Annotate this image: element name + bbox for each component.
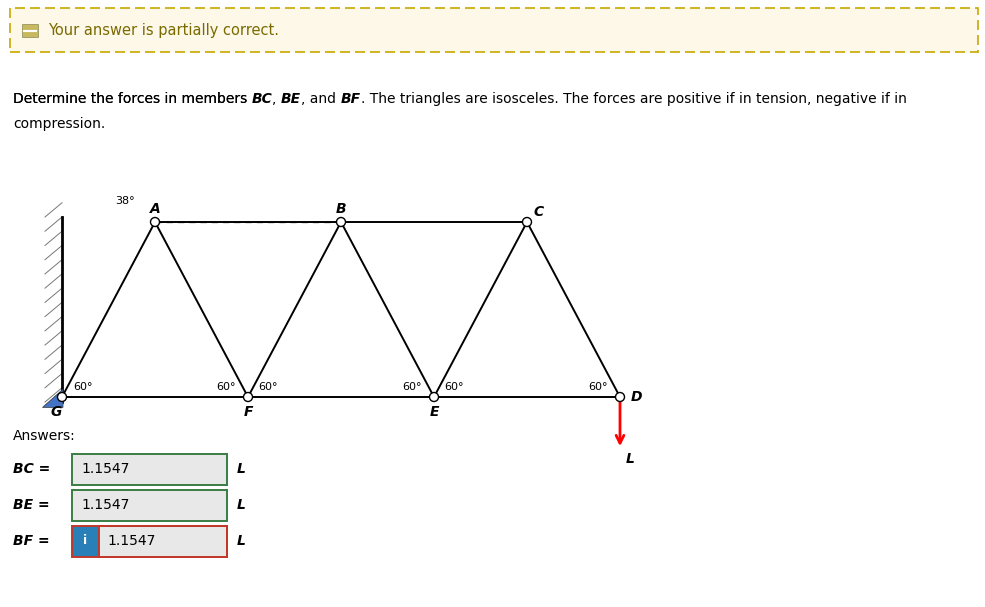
Text: E: E <box>429 405 438 419</box>
Bar <box>72 453 227 484</box>
Text: 60°: 60° <box>588 382 608 392</box>
Text: BF: BF <box>341 92 361 106</box>
Text: F: F <box>243 405 253 419</box>
Text: L: L <box>237 534 246 548</box>
Circle shape <box>337 217 346 226</box>
Text: BC =: BC = <box>13 462 50 476</box>
Text: C: C <box>533 205 543 219</box>
Text: Determine the forces in members: Determine the forces in members <box>13 92 251 106</box>
Text: Determine the forces in members: Determine the forces in members <box>13 92 251 106</box>
Circle shape <box>522 217 532 226</box>
Text: L: L <box>237 462 246 476</box>
Text: 60°: 60° <box>444 382 464 392</box>
Text: B: B <box>336 202 347 216</box>
Text: 60°: 60° <box>217 382 235 392</box>
Text: , and: , and <box>301 92 341 106</box>
Text: 60°: 60° <box>73 382 93 392</box>
Text: 60°: 60° <box>402 382 422 392</box>
Circle shape <box>243 393 252 401</box>
Bar <box>72 526 99 557</box>
Text: . The triangles are isosceles. The forces are positive if in tension, negative i: . The triangles are isosceles. The force… <box>361 92 906 106</box>
FancyBboxPatch shape <box>10 8 978 52</box>
Circle shape <box>429 393 438 401</box>
Circle shape <box>57 393 67 401</box>
Text: BE: BE <box>281 92 301 106</box>
Text: BF =: BF = <box>13 534 49 548</box>
Text: Your answer is partially correct.: Your answer is partially correct. <box>48 22 279 38</box>
Text: 1.1547: 1.1547 <box>81 498 129 512</box>
Circle shape <box>151 217 160 226</box>
Text: ,: , <box>273 92 281 106</box>
Text: A: A <box>150 202 161 216</box>
Bar <box>72 489 227 520</box>
Text: compression.: compression. <box>13 117 105 131</box>
Text: L: L <box>237 498 246 512</box>
Bar <box>72 526 227 557</box>
Text: Answers:: Answers: <box>13 429 76 443</box>
Text: L: L <box>626 452 635 466</box>
Text: BE =: BE = <box>13 498 49 512</box>
Text: BC: BC <box>251 92 273 106</box>
Text: 60°: 60° <box>258 382 278 392</box>
Bar <box>99 526 227 557</box>
Text: 1.1547: 1.1547 <box>107 534 156 548</box>
Bar <box>22 24 38 37</box>
Text: 1.1547: 1.1547 <box>81 462 129 476</box>
Text: 38°: 38° <box>115 196 135 206</box>
Text: G: G <box>50 405 62 419</box>
Text: i: i <box>84 535 88 548</box>
Polygon shape <box>42 389 63 407</box>
Circle shape <box>616 393 624 401</box>
Text: D: D <box>631 390 642 404</box>
